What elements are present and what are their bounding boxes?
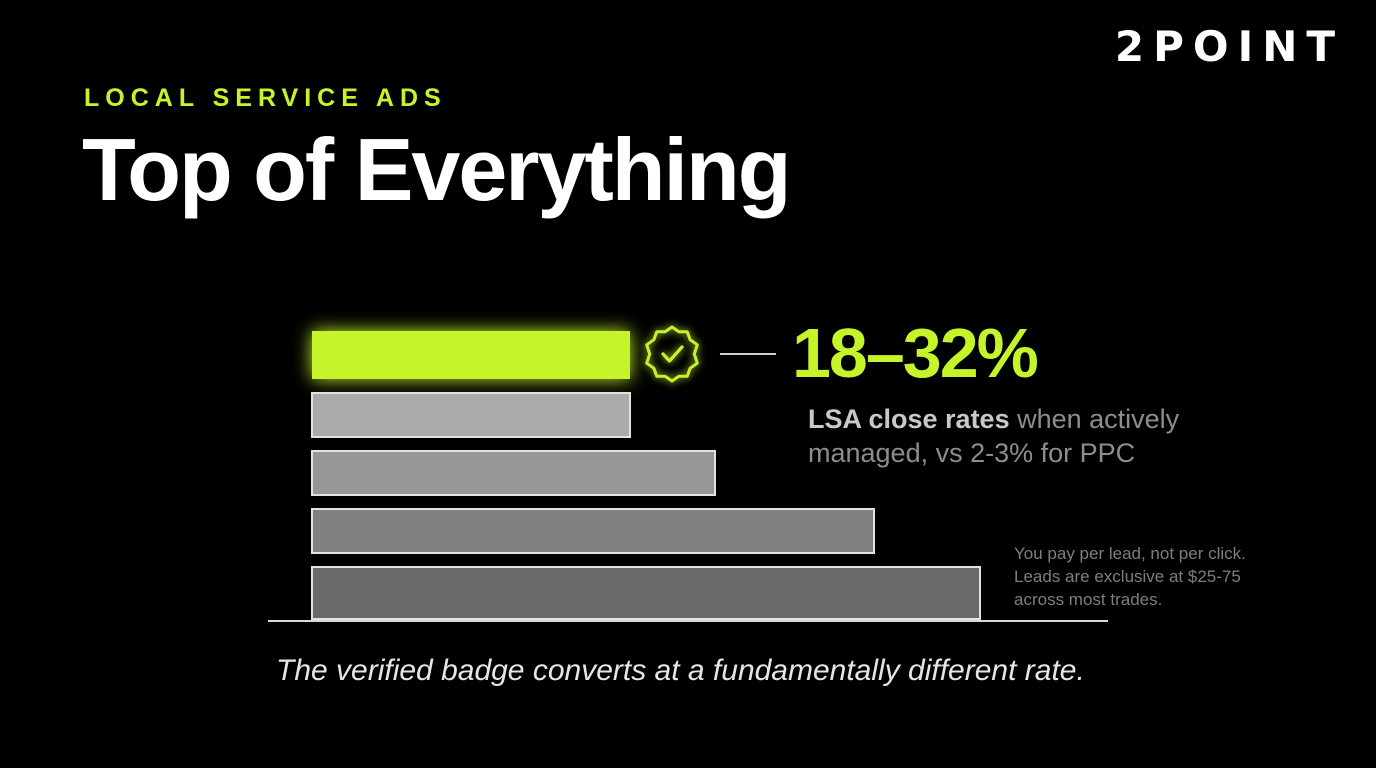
bar — [311, 566, 981, 620]
pricing-note-line: across most trades. — [1014, 590, 1163, 609]
stat-description-line2: managed, vs 2-3% for PPC — [808, 438, 1136, 468]
page-title: Top of Everything — [82, 120, 791, 219]
bars-group — [311, 331, 981, 620]
bar — [311, 450, 716, 496]
bar-highlighted — [312, 331, 630, 379]
pricing-note-line: You pay per lead, not per click. — [1014, 544, 1246, 563]
caption: The verified badge converts at a fundame… — [276, 654, 1085, 687]
pricing-note: You pay per lead, not per click. Leads a… — [1014, 542, 1314, 611]
pricing-note-line: Leads are exclusive at $25-75 — [1014, 567, 1241, 586]
bar — [311, 392, 631, 438]
section-eyebrow: LOCAL SERVICE ADS — [84, 84, 447, 112]
stat-description: LSA close rates when actively managed, v… — [808, 402, 1228, 470]
brand-logo: 2POINT — [1114, 22, 1344, 71]
verified-badge-icon — [645, 325, 699, 383]
stat-description-bold: LSA close rates — [808, 404, 1010, 434]
close-rate-stat: 18–32% — [792, 314, 1039, 392]
bar — [311, 508, 875, 554]
stat-description-rest: when actively — [1009, 404, 1180, 434]
